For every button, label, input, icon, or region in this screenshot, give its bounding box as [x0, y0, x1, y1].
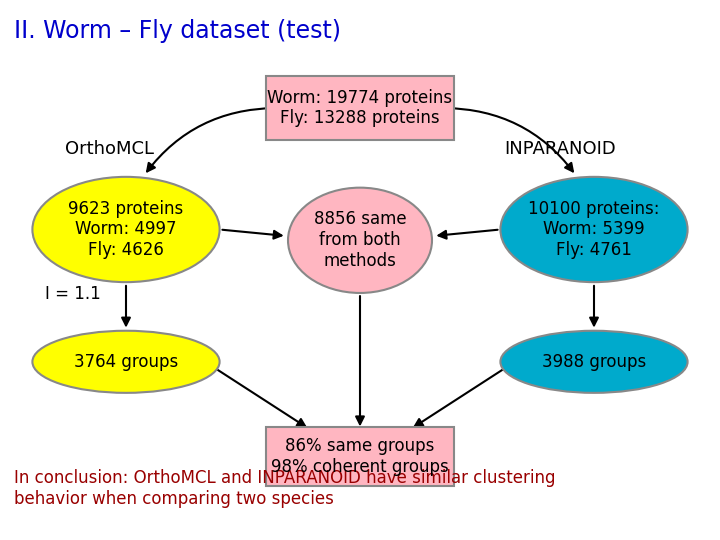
Text: Worm: 19774 proteins
Fly: 13288 proteins: Worm: 19774 proteins Fly: 13288 proteins [267, 89, 453, 127]
Text: INPARANOID: INPARANOID [504, 139, 616, 158]
Text: 3764 groups: 3764 groups [74, 353, 178, 371]
Ellipse shape [500, 330, 688, 393]
Text: 9623 proteins
Worm: 4997
Fly: 4626: 9623 proteins Worm: 4997 Fly: 4626 [68, 200, 184, 259]
Text: OrthoMCL: OrthoMCL [65, 139, 154, 158]
FancyBboxPatch shape [266, 427, 454, 486]
Ellipse shape [32, 330, 220, 393]
Text: 3988 groups: 3988 groups [542, 353, 646, 371]
Text: II. Worm – Fly dataset (test): II. Worm – Fly dataset (test) [14, 19, 341, 43]
Text: 8856 same
from both
methods: 8856 same from both methods [314, 211, 406, 270]
Text: I = 1.1: I = 1.1 [45, 285, 101, 303]
Text: 10100 proteins:
Worm: 5399
Fly: 4761: 10100 proteins: Worm: 5399 Fly: 4761 [528, 200, 660, 259]
FancyBboxPatch shape [266, 76, 454, 140]
Text: In conclusion: OrthoMCL and INPARANOID have similar clustering
behavior when com: In conclusion: OrthoMCL and INPARANOID h… [14, 469, 556, 508]
Ellipse shape [500, 177, 688, 282]
Text: 86% same groups
98% coherent groups: 86% same groups 98% coherent groups [271, 437, 449, 476]
Ellipse shape [32, 177, 220, 282]
Ellipse shape [288, 187, 432, 293]
